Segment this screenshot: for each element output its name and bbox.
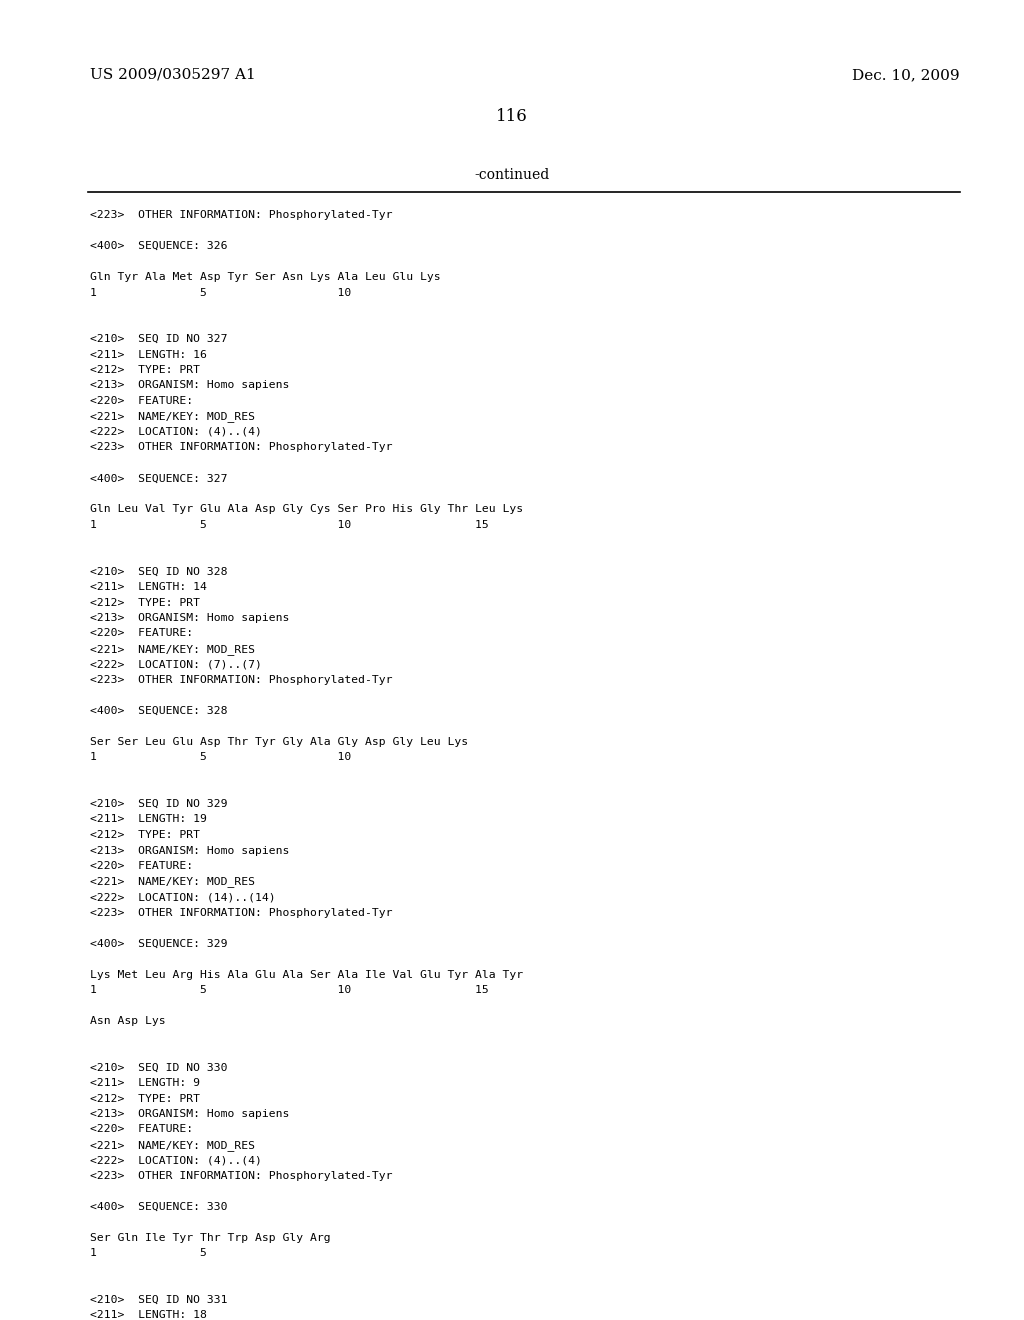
Text: Gln Tyr Ala Met Asp Tyr Ser Asn Lys Ala Leu Glu Lys: Gln Tyr Ala Met Asp Tyr Ser Asn Lys Ala … bbox=[90, 272, 440, 282]
Text: <213>  ORGANISM: Homo sapiens: <213> ORGANISM: Homo sapiens bbox=[90, 612, 290, 623]
Text: Asn Asp Lys: Asn Asp Lys bbox=[90, 1016, 166, 1026]
Text: Ser Gln Ile Tyr Thr Trp Asp Gly Arg: Ser Gln Ile Tyr Thr Trp Asp Gly Arg bbox=[90, 1233, 331, 1243]
Text: <222>  LOCATION: (4)..(4): <222> LOCATION: (4)..(4) bbox=[90, 1155, 262, 1166]
Text: <212>  TYPE: PRT: <212> TYPE: PRT bbox=[90, 830, 200, 840]
Text: <400>  SEQUENCE: 327: <400> SEQUENCE: 327 bbox=[90, 474, 227, 483]
Text: <210>  SEQ ID NO 329: <210> SEQ ID NO 329 bbox=[90, 799, 227, 809]
Text: US 2009/0305297 A1: US 2009/0305297 A1 bbox=[90, 69, 256, 82]
Text: <221>  NAME/KEY: MOD_RES: <221> NAME/KEY: MOD_RES bbox=[90, 412, 255, 422]
Text: <213>  ORGANISM: Homo sapiens: <213> ORGANISM: Homo sapiens bbox=[90, 1109, 290, 1119]
Text: <223>  OTHER INFORMATION: Phosphorylated-Tyr: <223> OTHER INFORMATION: Phosphorylated-… bbox=[90, 210, 392, 220]
Text: 1               5                   10: 1 5 10 bbox=[90, 288, 351, 297]
Text: <211>  LENGTH: 19: <211> LENGTH: 19 bbox=[90, 814, 207, 825]
Text: <212>  TYPE: PRT: <212> TYPE: PRT bbox=[90, 1093, 200, 1104]
Text: <211>  LENGTH: 18: <211> LENGTH: 18 bbox=[90, 1311, 207, 1320]
Text: <211>  LENGTH: 16: <211> LENGTH: 16 bbox=[90, 350, 207, 359]
Text: <222>  LOCATION: (4)..(4): <222> LOCATION: (4)..(4) bbox=[90, 426, 262, 437]
Text: <210>  SEQ ID NO 327: <210> SEQ ID NO 327 bbox=[90, 334, 227, 345]
Text: <221>  NAME/KEY: MOD_RES: <221> NAME/KEY: MOD_RES bbox=[90, 1140, 255, 1151]
Text: <220>  FEATURE:: <220> FEATURE: bbox=[90, 1125, 194, 1134]
Text: -continued: -continued bbox=[474, 168, 550, 182]
Text: <220>  FEATURE:: <220> FEATURE: bbox=[90, 396, 194, 407]
Text: 1               5                   10                  15: 1 5 10 15 bbox=[90, 520, 488, 531]
Text: Gln Leu Val Tyr Glu Ala Asp Gly Cys Ser Pro His Gly Thr Leu Lys: Gln Leu Val Tyr Glu Ala Asp Gly Cys Ser … bbox=[90, 504, 523, 515]
Text: Ser Ser Leu Glu Asp Thr Tyr Gly Ala Gly Asp Gly Leu Lys: Ser Ser Leu Glu Asp Thr Tyr Gly Ala Gly … bbox=[90, 737, 468, 747]
Text: 1               5: 1 5 bbox=[90, 1249, 207, 1258]
Text: <211>  LENGTH: 14: <211> LENGTH: 14 bbox=[90, 582, 207, 591]
Text: <220>  FEATURE:: <220> FEATURE: bbox=[90, 628, 194, 639]
Text: 1               5                   10: 1 5 10 bbox=[90, 752, 351, 763]
Text: <210>  SEQ ID NO 331: <210> SEQ ID NO 331 bbox=[90, 1295, 227, 1305]
Text: <213>  ORGANISM: Homo sapiens: <213> ORGANISM: Homo sapiens bbox=[90, 846, 290, 855]
Text: <400>  SEQUENCE: 330: <400> SEQUENCE: 330 bbox=[90, 1203, 227, 1212]
Text: 116: 116 bbox=[496, 108, 528, 125]
Text: <223>  OTHER INFORMATION: Phosphorylated-Tyr: <223> OTHER INFORMATION: Phosphorylated-… bbox=[90, 1171, 392, 1181]
Text: <400>  SEQUENCE: 328: <400> SEQUENCE: 328 bbox=[90, 706, 227, 715]
Text: <222>  LOCATION: (14)..(14): <222> LOCATION: (14)..(14) bbox=[90, 892, 275, 902]
Text: <222>  LOCATION: (7)..(7): <222> LOCATION: (7)..(7) bbox=[90, 660, 262, 669]
Text: <212>  TYPE: PRT: <212> TYPE: PRT bbox=[90, 366, 200, 375]
Text: <223>  OTHER INFORMATION: Phosphorylated-Tyr: <223> OTHER INFORMATION: Phosphorylated-… bbox=[90, 908, 392, 917]
Text: <220>  FEATURE:: <220> FEATURE: bbox=[90, 861, 194, 871]
Text: Lys Met Leu Arg His Ala Glu Ala Ser Ala Ile Val Glu Tyr Ala Tyr: Lys Met Leu Arg His Ala Glu Ala Ser Ala … bbox=[90, 969, 523, 979]
Text: <210>  SEQ ID NO 330: <210> SEQ ID NO 330 bbox=[90, 1063, 227, 1072]
Text: <221>  NAME/KEY: MOD_RES: <221> NAME/KEY: MOD_RES bbox=[90, 876, 255, 887]
Text: <221>  NAME/KEY: MOD_RES: <221> NAME/KEY: MOD_RES bbox=[90, 644, 255, 655]
Text: <400>  SEQUENCE: 326: <400> SEQUENCE: 326 bbox=[90, 242, 227, 251]
Text: Dec. 10, 2009: Dec. 10, 2009 bbox=[852, 69, 961, 82]
Text: <400>  SEQUENCE: 329: <400> SEQUENCE: 329 bbox=[90, 939, 227, 949]
Text: <210>  SEQ ID NO 328: <210> SEQ ID NO 328 bbox=[90, 566, 227, 577]
Text: <223>  OTHER INFORMATION: Phosphorylated-Tyr: <223> OTHER INFORMATION: Phosphorylated-… bbox=[90, 675, 392, 685]
Text: <223>  OTHER INFORMATION: Phosphorylated-Tyr: <223> OTHER INFORMATION: Phosphorylated-… bbox=[90, 442, 392, 453]
Text: <211>  LENGTH: 9: <211> LENGTH: 9 bbox=[90, 1078, 200, 1088]
Text: <212>  TYPE: PRT: <212> TYPE: PRT bbox=[90, 598, 200, 607]
Text: 1               5                   10                  15: 1 5 10 15 bbox=[90, 985, 488, 995]
Text: <213>  ORGANISM: Homo sapiens: <213> ORGANISM: Homo sapiens bbox=[90, 380, 290, 391]
